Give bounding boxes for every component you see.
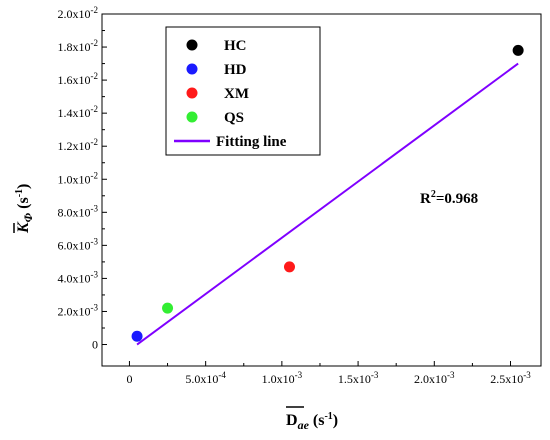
data-point-hd (131, 330, 143, 342)
legend: HC HD XM QS Fitting line (165, 26, 321, 156)
legend-marker-hd (186, 63, 198, 75)
x-tick-label: 1.5x10-3 (338, 370, 379, 386)
x-tick-label: 2.0x10-3 (414, 370, 455, 386)
y-tick-label: 0 (92, 338, 98, 352)
legend-marker-qs (186, 111, 198, 123)
y-axis-title-close: ) (15, 184, 32, 189)
legend-label-xm: XM (224, 86, 249, 102)
y-axis-title-unit: (s (15, 197, 32, 213)
data-point-qs (162, 302, 174, 314)
y-tick-label: 1.8x10-2 (58, 38, 99, 54)
y-tick-label: 6.0x10-3 (58, 236, 99, 252)
x-tick-label: 1.0x10-3 (262, 370, 303, 386)
svg-text:Dae (s-1): Dae (s-1) (286, 411, 338, 432)
legend-marker-xm (186, 87, 198, 99)
x-tick-label: 2.5x10-3 (490, 370, 531, 386)
y-axis-title-main: K (15, 221, 32, 234)
data-point-xm (283, 261, 295, 273)
svg-text:KΦ (s-1): KΦ (s-1) (14, 184, 35, 234)
fitting-line (136, 62, 519, 346)
legend-label-fitting-line: Fitting line (216, 134, 287, 150)
y-axis-title: KΦ (s-1) (13, 184, 35, 234)
legend-label-hd: HD (224, 62, 247, 78)
r-squared-base: R (420, 191, 431, 207)
x-axis-title-sub: ae (298, 418, 310, 432)
x-tick-label: 0 (126, 372, 132, 386)
legend-label-qs: QS (224, 110, 244, 126)
x-axis-title-main: D (286, 412, 298, 429)
x-axis-title-exp: -1 (324, 411, 332, 422)
y-tick-label: 2.0x10-2 (58, 5, 99, 21)
data-point-hc (512, 44, 524, 56)
plot-axes: 0 2.0x10-3 4.0x10-3 6.0x10-3 8.0x10-3 1.0x10-… (58, 5, 542, 386)
r-squared-exp: 2 (431, 189, 436, 200)
y-tick-label: 1.0x10-2 (58, 170, 99, 186)
legend-marker-hc (186, 39, 198, 51)
data-points (131, 44, 524, 342)
y-tick-label: 1.2x10-2 (58, 137, 99, 153)
y-tick-label: 1.6x10-2 (58, 71, 99, 87)
y-axis-title-exp: -1 (14, 189, 25, 197)
y-tick-label: 8.0x10-3 (58, 203, 99, 219)
x-axis-title-unit: (s (309, 412, 325, 429)
x-axis-title: Dae (s-1) (286, 406, 338, 432)
plot-frame (101, 13, 542, 367)
y-tick-label: 2.0x10-3 (58, 302, 99, 318)
r-squared-annotation: R2=0.968 (420, 189, 478, 207)
y-tick-label: 4.0x10-3 (58, 269, 99, 285)
x-tick-label: 5.0x10-4 (185, 370, 226, 386)
fit-layer (136, 62, 519, 346)
y-tick-label: 1.4x10-2 (58, 104, 99, 120)
x-axis-title-close: ) (333, 412, 338, 429)
r-squared-value: =0.968 (436, 191, 478, 207)
y-axis-title-sub: Φ (21, 212, 35, 222)
legend-label-hc: HC (224, 38, 247, 54)
